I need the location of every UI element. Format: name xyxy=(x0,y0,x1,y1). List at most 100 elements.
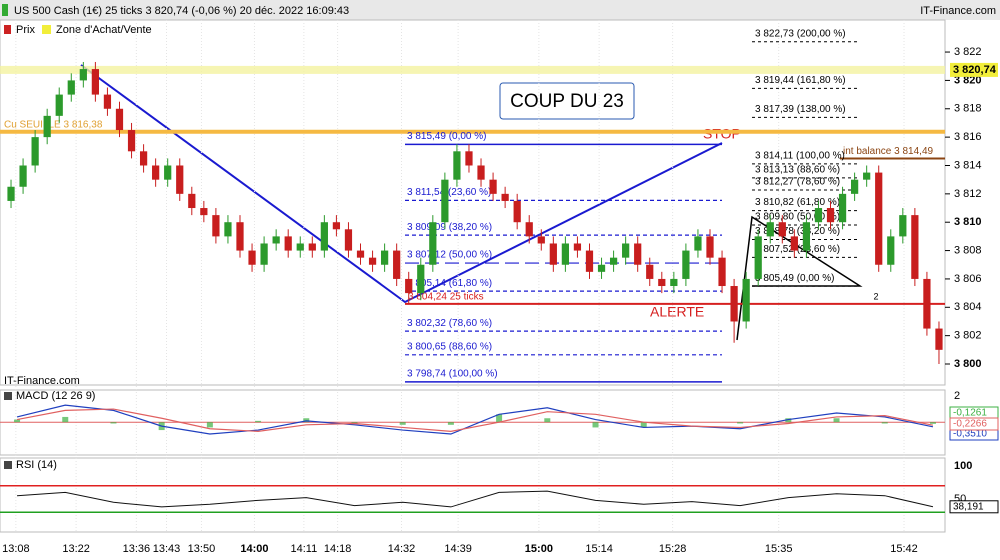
x-tick-label: 13:36 xyxy=(123,543,151,555)
candle-body xyxy=(851,179,859,194)
fibo-label: 3 815,49 (0,00 %) xyxy=(407,131,487,142)
candle-body xyxy=(694,236,702,251)
x-tick-label: 15:42 xyxy=(890,543,918,555)
candle-body xyxy=(489,179,497,194)
x-tick-label: 13:43 xyxy=(153,543,181,555)
x-tick-label: 15:35 xyxy=(765,543,793,555)
histogram-bar xyxy=(496,414,503,423)
macd-line xyxy=(16,404,934,435)
value-label: -0,2266 xyxy=(953,419,987,430)
candle-body xyxy=(513,200,521,223)
candle-body xyxy=(212,215,220,237)
candle-body xyxy=(188,193,196,209)
price-label: 3 820,74 xyxy=(953,64,997,76)
candle-body xyxy=(55,94,63,116)
value-label: -0,3510 xyxy=(953,429,987,440)
legend-entry: Prix xyxy=(16,24,35,36)
macd-line xyxy=(16,408,934,432)
candle-body xyxy=(31,137,39,166)
histogram-bar xyxy=(447,422,454,425)
histogram-bar xyxy=(640,422,647,428)
candle-body xyxy=(682,250,690,279)
candle-body xyxy=(573,243,582,251)
fibo-label: 3 809,80 (50,00 %) xyxy=(755,212,840,223)
y-tick-label: 3 822 xyxy=(954,46,982,58)
candle-body xyxy=(609,257,618,265)
level-label: 3 804,24 25 ticks xyxy=(408,292,484,303)
candle-body xyxy=(766,222,774,237)
candle-body xyxy=(585,250,594,272)
candle-body xyxy=(537,236,545,244)
candle-body xyxy=(296,243,304,251)
fibo-label: 3 805,49 (0,00 %) xyxy=(755,273,835,284)
candle-body xyxy=(790,236,798,251)
fibo-label: 3 811,54 (23,60 %) xyxy=(407,187,491,198)
candle-body xyxy=(164,165,172,180)
x-tick-label: 13:22 xyxy=(62,543,90,555)
histogram-bar xyxy=(544,418,551,423)
value-box xyxy=(949,500,999,514)
candle-body xyxy=(103,94,112,109)
fibo-label: 3 819,44 (161,80 %) xyxy=(755,75,846,86)
candle-body xyxy=(706,236,714,258)
x-tick-label: 13:08 xyxy=(2,543,30,555)
fibo-label: 3 807,12 (50,00 %) xyxy=(407,250,492,261)
candle-body xyxy=(477,165,485,180)
candle-body xyxy=(441,179,449,223)
histogram-bar xyxy=(785,418,792,423)
histogram-bar xyxy=(110,422,117,424)
level-label: int balance 3 814,49 xyxy=(843,146,934,157)
x-tick-label: 15:14 xyxy=(585,543,613,555)
candle-body xyxy=(911,215,919,279)
watermark: IT-Finance.com xyxy=(4,375,80,387)
candle-body xyxy=(501,193,509,201)
histogram-bar xyxy=(62,416,69,423)
price-box xyxy=(950,62,998,77)
candle-body xyxy=(43,115,51,138)
candle-body xyxy=(923,278,931,329)
header-bar xyxy=(0,0,1000,20)
annotation: 2 xyxy=(873,291,878,301)
candle-body xyxy=(718,257,726,287)
value-label: 38,191 xyxy=(953,501,984,512)
candle-body xyxy=(332,222,341,230)
candle-body xyxy=(863,172,871,180)
candle-body xyxy=(405,278,413,294)
candle-body xyxy=(465,151,473,166)
price-band xyxy=(0,65,945,74)
candle-body xyxy=(899,215,907,237)
candle-body xyxy=(453,151,461,180)
fibo-label: 3 800,65 (88,60 %) xyxy=(407,341,492,352)
candle-body xyxy=(79,69,87,81)
histogram-bar xyxy=(351,422,358,424)
histogram-bar xyxy=(737,422,744,424)
candle-body xyxy=(417,264,425,294)
candle-body xyxy=(887,236,895,265)
candle-body xyxy=(356,250,365,258)
candle-body xyxy=(284,236,292,251)
histogram-bar xyxy=(14,419,21,423)
candle-body xyxy=(838,193,847,223)
y-tick-label: 3 802 xyxy=(954,330,982,342)
candle-body xyxy=(393,250,401,279)
histogram-bar xyxy=(592,422,599,428)
fibo-label: 3 809,09 (38,20 %) xyxy=(407,222,492,233)
candle-body xyxy=(368,257,377,265)
histogram-bar xyxy=(399,422,406,425)
histogram-bar xyxy=(929,422,936,424)
annotation: ALERTE xyxy=(650,304,704,320)
x-tick-label: 14:39 xyxy=(444,543,472,555)
histogram-bar xyxy=(833,418,840,423)
candle-body xyxy=(260,243,268,265)
legend-entry: Zone d'Achat/Vente xyxy=(56,24,152,36)
y-tick-label: 2 xyxy=(954,390,960,402)
value-label: -0,1261 xyxy=(953,408,987,419)
candle-body xyxy=(344,229,353,251)
candle-body xyxy=(935,328,943,350)
fibo-label: 3 810,82 (61,80 %) xyxy=(755,197,840,208)
histogram-bar xyxy=(255,420,262,423)
candle-body xyxy=(634,243,642,265)
panel-icon xyxy=(4,392,12,400)
annotation-box xyxy=(499,82,635,120)
